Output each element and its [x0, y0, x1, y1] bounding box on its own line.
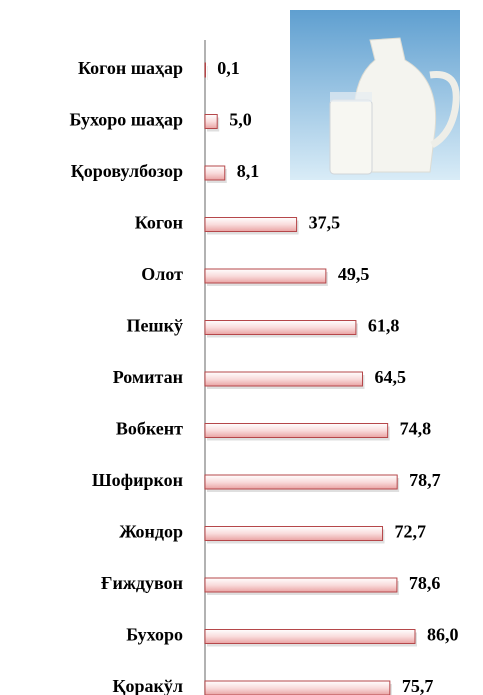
category-label: Вобкент — [116, 419, 183, 439]
category-label: Ромитан — [113, 367, 183, 387]
category-label: Пешкў — [126, 316, 183, 336]
bar — [204, 371, 363, 387]
value-label: 37,5 — [309, 213, 341, 233]
category-label: Когон шаҳар — [78, 58, 183, 78]
bar — [204, 629, 416, 644]
bar — [204, 423, 389, 438]
category-label: Қоровулбозор — [71, 161, 183, 181]
value-label: 0,1 — [217, 58, 240, 78]
category-label: Бухоро — [126, 625, 183, 645]
value-label: 72,7 — [395, 522, 427, 542]
category-label: Ғиждувон — [101, 573, 183, 593]
bar — [204, 165, 226, 181]
value-label: 64,5 — [375, 367, 407, 387]
bar — [204, 217, 298, 232]
value-label: 49,5 — [338, 264, 370, 284]
milk-picture — [290, 10, 460, 180]
category-label: Шофиркон — [92, 470, 183, 490]
value-label: 8,1 — [237, 161, 259, 181]
bar — [204, 474, 398, 490]
category-label: Қоракўл — [112, 676, 183, 695]
value-label: 74,8 — [400, 419, 432, 439]
bar — [204, 268, 327, 284]
bar — [204, 526, 384, 541]
value-label: 78,7 — [409, 470, 441, 490]
category-label: Олот — [141, 264, 183, 284]
category-label: Бухоро шаҳар — [70, 110, 183, 130]
value-label: 75,7 — [402, 676, 434, 695]
category-label: Когон — [135, 213, 183, 233]
value-label: 61,8 — [368, 316, 400, 336]
value-label: 86,0 — [427, 625, 459, 645]
value-label: 78,6 — [409, 573, 441, 593]
bar — [204, 577, 398, 593]
bar — [204, 114, 218, 129]
bar — [204, 680, 391, 695]
bar — [204, 62, 206, 78]
bar-shadow — [207, 66, 208, 80]
category-label: Жондор — [119, 522, 183, 542]
bar — [204, 320, 357, 335]
value-label: 5,0 — [229, 110, 252, 130]
